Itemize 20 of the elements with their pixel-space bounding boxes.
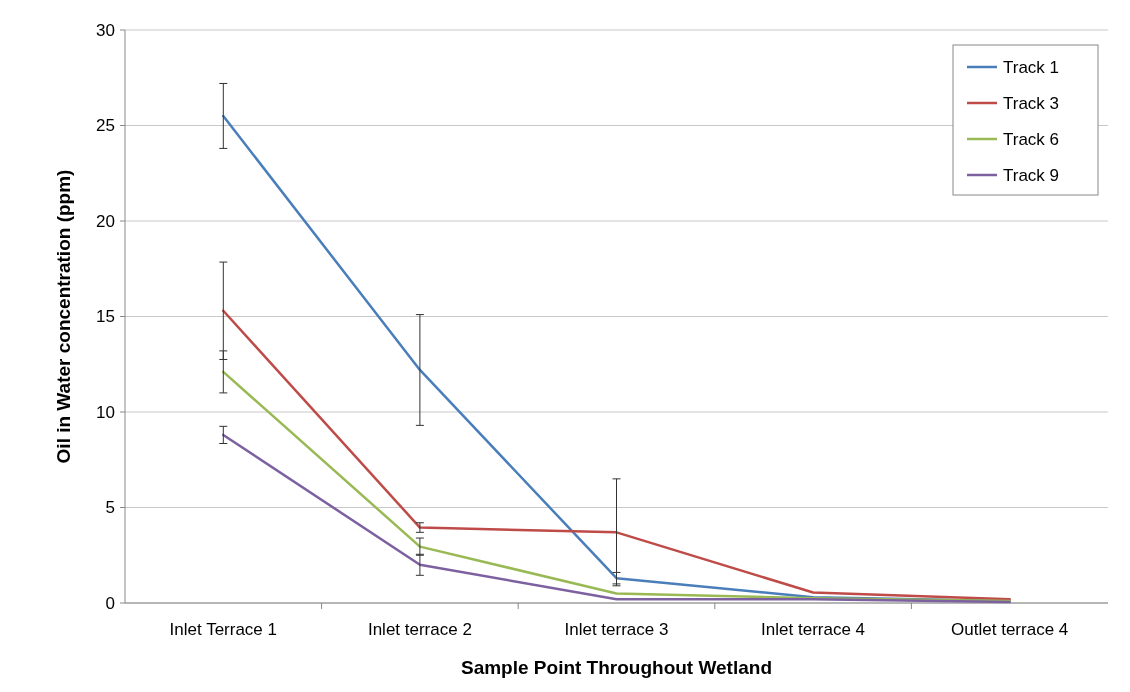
y-tick-label: 25 — [96, 116, 115, 136]
y-tick-label: 15 — [96, 307, 115, 327]
x-tick-label: Outlet terrace 4 — [951, 620, 1069, 639]
legend-label: Track 6 — [1003, 129, 1060, 149]
legend-label: Track 3 — [1003, 93, 1060, 113]
y-tick-label: 30 — [96, 20, 115, 40]
line-series — [222, 309, 1011, 601]
x-tick-label: Inlet terrace 2 — [367, 620, 472, 639]
y-tick-label: 0 — [105, 593, 115, 613]
y-axis-title: Oil in Water concentration (ppm) — [53, 169, 74, 464]
y-tick-label: 10 — [96, 402, 115, 422]
y-tick-label: 5 — [105, 498, 115, 518]
x-tick-label: Inlet Terrace 1 — [169, 620, 278, 639]
x-tick-label: Inlet terrace 4 — [761, 620, 866, 639]
legend-label: Track 9 — [1003, 165, 1060, 185]
x-axis-title: Sample Point Throughout Wetland — [460, 657, 773, 678]
x-tick-label: Inlet terrace 3 — [564, 620, 669, 639]
legend-label: Track 1 — [1003, 57, 1060, 77]
line-series — [222, 433, 1011, 604]
y-tick-label: 20 — [96, 211, 115, 231]
